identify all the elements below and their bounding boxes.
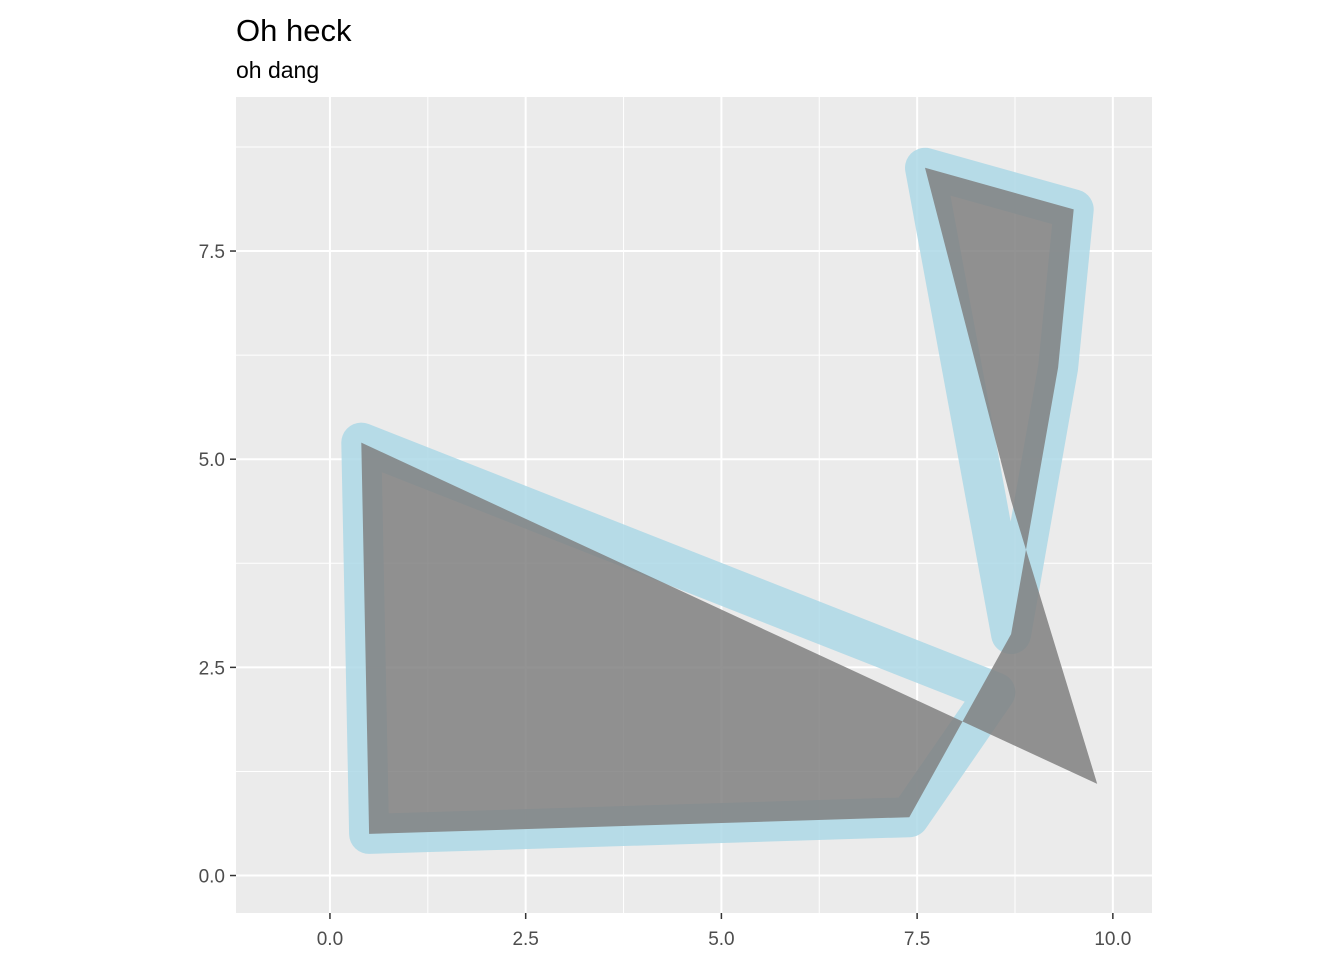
x-tick-label: 2.5 xyxy=(512,929,538,950)
chart-title: Oh heck xyxy=(236,13,352,48)
data-layer xyxy=(341,147,1098,854)
y-axis: 0.0 2.5 5.0 7.5 xyxy=(199,242,236,888)
x-tick-label: 10.0 xyxy=(1094,929,1131,950)
y-tick-label: 2.5 xyxy=(199,658,225,679)
y-tick-label: 5.0 xyxy=(199,450,225,471)
polygon-fill-1 xyxy=(361,167,1098,834)
x-axis: 0.0 2.5 5.0 7.5 10.0 xyxy=(317,913,1131,950)
y-tick-label: 0.0 xyxy=(199,867,225,888)
x-tick-label: 7.5 xyxy=(904,929,930,950)
x-tick-label: 0.0 xyxy=(317,929,343,950)
x-tick-label: 5.0 xyxy=(708,929,734,950)
y-tick-label: 7.5 xyxy=(199,242,225,263)
chart-subtitle: oh dang xyxy=(236,57,319,83)
